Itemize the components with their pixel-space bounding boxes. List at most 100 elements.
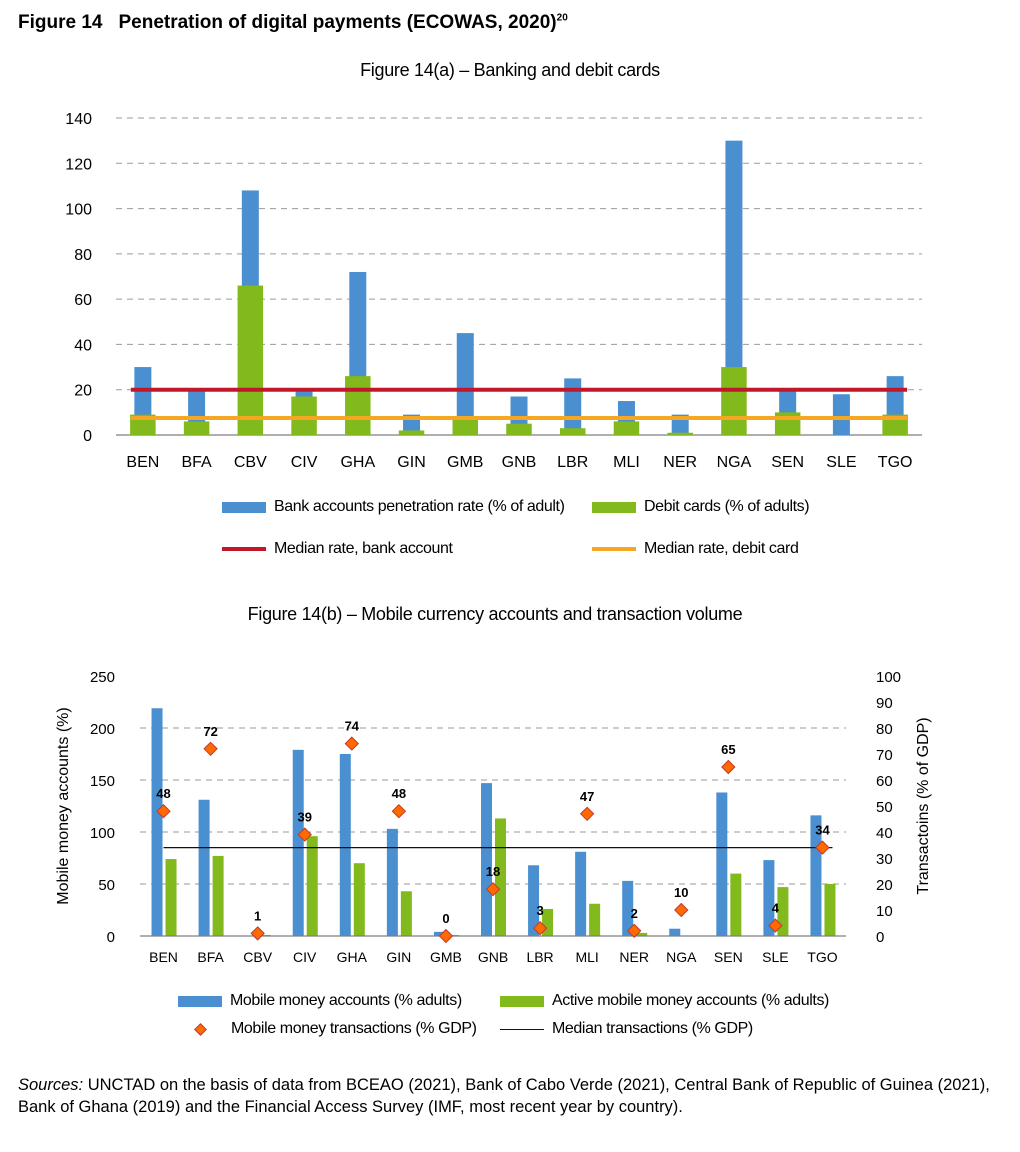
bar-debit-civ — [291, 396, 317, 435]
legend-swatch-bank — [222, 501, 266, 513]
x-tick-label-a: MLI — [613, 454, 640, 471]
legend-a-debit-label: Debit cards (% of adults) — [644, 498, 810, 515]
marker-transactions-cbv — [250, 926, 265, 941]
y-tick-label-b: 0 — [107, 929, 115, 946]
chart-b-title: Figure 14(b) – Mobile currency accounts … — [247, 604, 743, 624]
x-tick-label-a: GHA — [340, 454, 375, 471]
y2-axis-label-b: Transactoins (% of GDP) — [915, 717, 932, 894]
y2-tick-label-b: 30 — [876, 851, 893, 868]
y-tick-label-a: 40 — [74, 337, 92, 354]
bar-debit-sen — [774, 412, 801, 435]
legend-a-debit: Debit cards (% of adults) — [592, 498, 810, 516]
x-tick-label-a: CIV — [291, 454, 318, 471]
x-tick-label-a: GNB — [502, 454, 537, 471]
marker-transactions-bfa — [203, 741, 218, 757]
data-label-transactions: 65 — [721, 742, 735, 757]
bar-active-bfa — [212, 855, 224, 936]
y-tick-label-a: 60 — [74, 292, 92, 309]
bar-accounts-gha — [339, 754, 351, 936]
bar-accounts-gnb — [481, 783, 492, 936]
y2-tick-label-b: 40 — [876, 825, 893, 842]
x-tick-label-a: BEN — [126, 454, 159, 471]
bar-debit-cbv — [237, 285, 264, 435]
legend-a-median-debit-label: Median rate, debit card — [644, 540, 799, 557]
y-tick-label-a: 0 — [83, 428, 92, 445]
bar-active-sen — [730, 873, 742, 936]
legend-b-accounts-label: Mobile money accounts (% adults) — [230, 992, 462, 1009]
x-tick-label-b: NGA — [666, 949, 697, 965]
bar-accounts-ben — [151, 708, 163, 936]
x-tick-label-b: GIN — [386, 949, 411, 965]
bar-debit-nga — [721, 367, 747, 435]
data-label-transactions: 2 — [631, 906, 638, 921]
bar-bank-gmb — [456, 333, 474, 435]
y-tick-label-a: 80 — [74, 247, 92, 264]
legend-b-transactions-label: Mobile money transactions (% GDP) — [231, 1020, 477, 1037]
data-label-transactions: 4 — [772, 901, 780, 916]
marker-transactions-gmb — [438, 928, 454, 944]
y-tick-label-b: 100 — [90, 825, 115, 842]
marker-transactions-nga — [674, 902, 689, 918]
legend-b: Mobile money accounts (% adults) Active … — [0, 988, 1020, 1048]
x-tick-label-a: BFA — [181, 454, 212, 471]
x-tick-label-b: SLE — [762, 949, 788, 965]
bar-bank-nga — [725, 140, 743, 435]
legend-swatch-median-debit — [592, 547, 636, 551]
x-tick-label-a: NGA — [717, 454, 752, 471]
bar-bank-sle — [832, 394, 850, 435]
x-tick-label-b: BEN — [149, 949, 178, 965]
x-tick-label-b: BFA — [197, 949, 224, 965]
y2-tick-label-b: 100 — [876, 669, 901, 686]
bar-active-mli — [589, 903, 601, 936]
chart-b: 0501001502002500102030405060708090100Mob… — [55, 669, 932, 965]
bar-active-gha — [353, 863, 365, 936]
bar-accounts-gmb — [433, 931, 445, 936]
bar-active-gin — [400, 891, 412, 936]
legend-swatch-active — [500, 995, 544, 1007]
x-tick-label-b: GMB — [430, 949, 462, 965]
bar-debit-bfa — [183, 421, 210, 435]
chart-a: 0 20 40 60 80 100 120 140 BEN BFA CBV CIV GHA GIN GMB G… — [65, 111, 922, 471]
bar-accounts-nga — [669, 928, 681, 936]
x-tick-label-a: SEN — [771, 454, 804, 471]
bar-accounts-sle — [763, 860, 775, 936]
bar-active-ben — [165, 859, 177, 936]
marker-transactions-gin — [391, 803, 407, 819]
legend-b-active: Active mobile money accounts (% adults) — [500, 992, 829, 1010]
sources-text: UNCTAD on the basis of data from BCEAO (… — [18, 1076, 990, 1116]
x-tick-label-b: CIV — [293, 949, 317, 965]
y-tick-label-a: 20 — [74, 383, 92, 400]
y-tick-label-b: 200 — [90, 721, 115, 738]
y2-tick-label-b: 70 — [876, 747, 893, 764]
marker-transactions-sen — [721, 759, 736, 775]
legend-swatch-transactions — [194, 1022, 207, 1036]
x-tick-label-a: GMB — [447, 454, 483, 471]
y2-tick-label-b: 0 — [876, 929, 884, 946]
data-label-transactions: 48 — [156, 786, 170, 801]
legend-a-bank: Bank accounts penetration rate (% of adu… — [222, 498, 565, 516]
bar-debit-ner — [667, 432, 693, 435]
data-label-transactions: 34 — [815, 823, 830, 838]
figure-title-text: Penetration of digital payments (ECOWAS,… — [118, 12, 557, 33]
legend-b-median: Median transactions (% GDP) — [500, 1020, 753, 1038]
marker-transactions-ner — [626, 923, 642, 939]
x-tick-label-a: SLE — [826, 454, 856, 471]
y2-tick-label-b: 50 — [876, 799, 893, 816]
bar-debit-gnb — [506, 423, 532, 435]
x-tick-label-b: MLI — [575, 949, 598, 965]
legend-b-transactions: Mobile money transactions (% GDP) — [178, 1020, 477, 1038]
bar-active-sle — [777, 887, 789, 936]
legend-a-median-debit: Median rate, debit card — [592, 540, 799, 558]
data-label-transactions: 47 — [580, 789, 594, 804]
figure-title: Figure 14 Penetration of digital payments… — [18, 12, 568, 34]
legend-b-median-label: Median transactions (% GDP) — [552, 1020, 753, 1037]
marker-transactions-gha — [344, 736, 360, 751]
bar-accounts-tgo — [810, 815, 822, 936]
bar-accounts-gin — [386, 828, 398, 936]
data-label-transactions: 0 — [442, 911, 449, 926]
bar-accounts-mli — [575, 851, 587, 936]
y-tick-label-b: 150 — [90, 773, 115, 790]
marker-transactions-lbr — [532, 920, 548, 936]
data-label-transactions: 18 — [486, 864, 500, 879]
y-tick-label-b: 250 — [90, 669, 115, 686]
